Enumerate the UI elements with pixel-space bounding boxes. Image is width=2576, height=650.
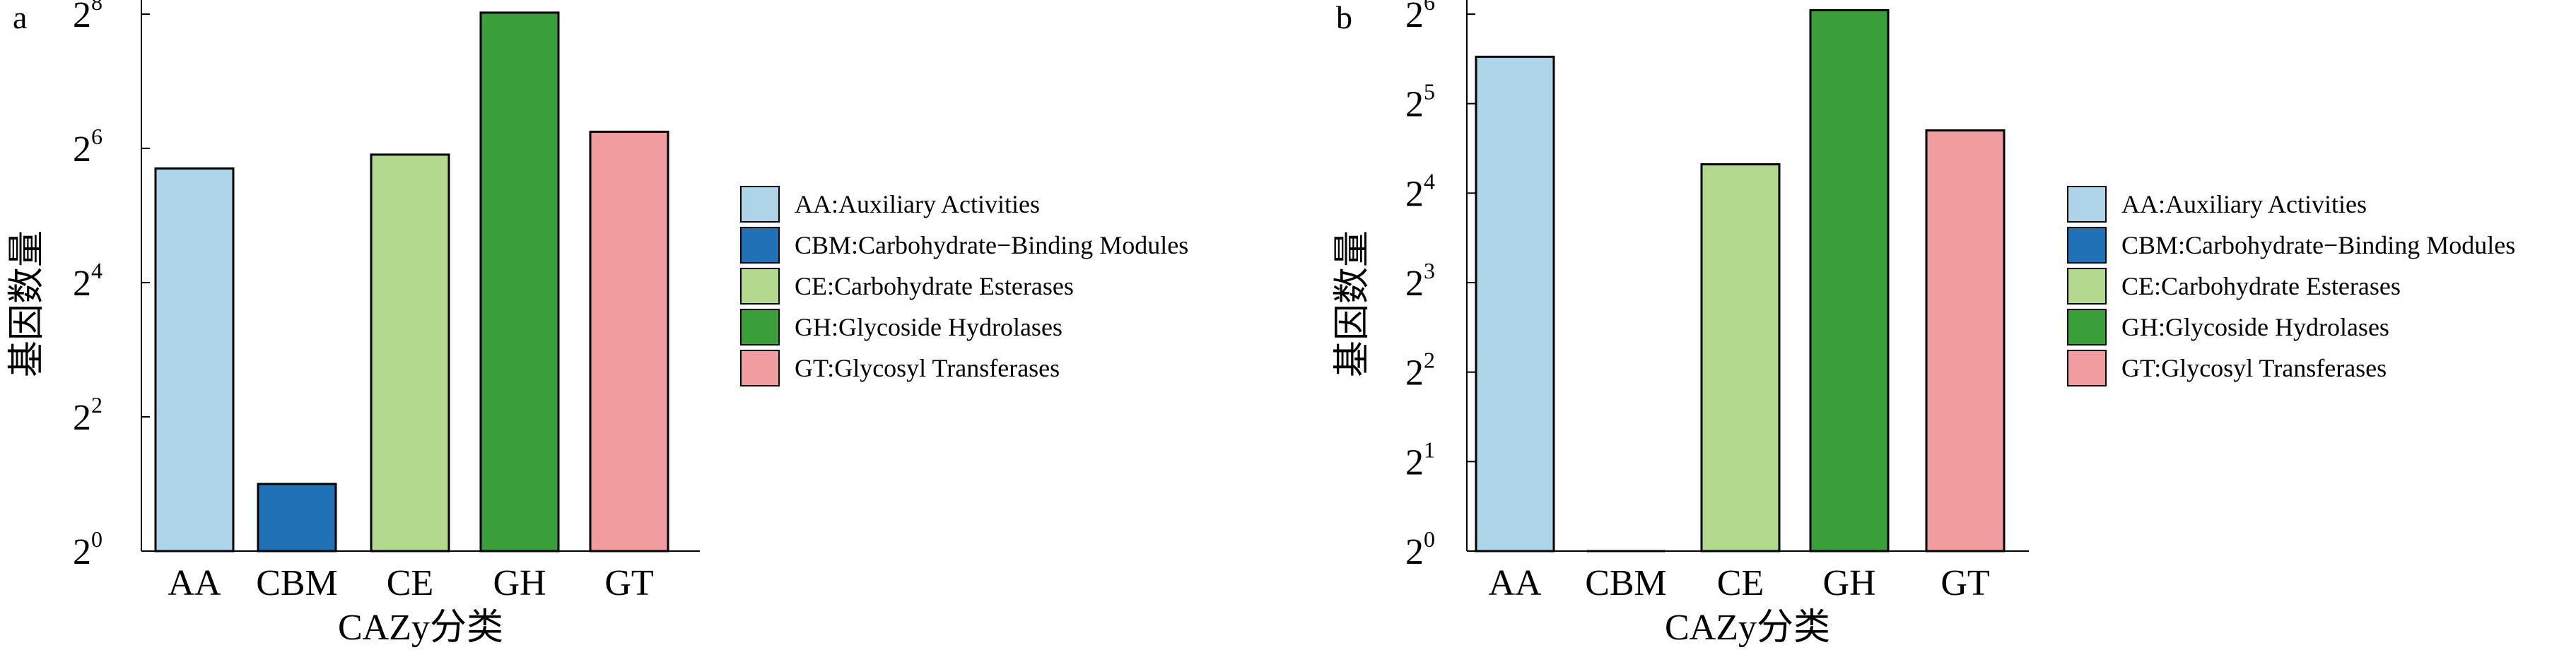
x-axis-title: CAZy分类 (1665, 608, 1830, 648)
legend-label-aa: AA:Auxiliary Activities (795, 190, 1040, 218)
legend-label-ce: CE:Carbohydrate Esterases (2121, 272, 2401, 300)
bar-ce (370, 153, 450, 552)
panel-a: a 20 22 24 26 28 AA CBM CE GH GT CAZy分类 基因数量 AA:Auxil… (7, 0, 1188, 648)
legend-swatch-ce (740, 268, 780, 305)
legend-swatch-gt (740, 350, 780, 386)
bar-gt (1925, 129, 2006, 552)
legend-label-gt: GT:Glycosyl Transferases (2121, 354, 2387, 382)
legend-label-ce: CE:Carbohydrate Esterases (795, 272, 1074, 300)
legend-swatch-gh (740, 309, 780, 345)
legend-label-cbm: CBM:Carbohydrate−Binding Modules (795, 231, 1188, 259)
x-axis-title: CAZy分类 (338, 608, 503, 648)
legend-label-aa: AA:Auxiliary Activities (2121, 190, 2367, 218)
legend-swatch-aa (740, 186, 780, 223)
y-tick-label: 24 (1405, 168, 1435, 214)
panel-b: b 20 21 22 23 24 25 26 AA CBM CE GH GT CAZy分类 基因数量 AA:A… (1333, 0, 2515, 648)
bar-aa (154, 167, 235, 552)
legend-label-cbm: CBM:Carbohydrate−Binding Modules (2121, 231, 2515, 259)
y-tick-label: 21 (1405, 437, 1435, 483)
y-axis-title: 基因数量 (1333, 230, 1373, 377)
legend-swatch-cbm (2067, 227, 2107, 264)
y-tick-label: 20 (73, 526, 103, 572)
panel-letter: a (13, 0, 27, 35)
x-tick-label: CE (387, 563, 433, 603)
x-tick-label: AA (168, 563, 221, 603)
bar-gh (1809, 8, 1890, 552)
x-tick-label: GT (1940, 563, 1989, 603)
y-tick-label: 22 (1405, 348, 1435, 394)
x-tick-label: GT (604, 563, 653, 603)
y-tick-label: 28 (73, 0, 103, 35)
bar-aa (1475, 55, 1555, 552)
y-tick-label: 26 (1405, 0, 1435, 35)
bar-ce (1700, 163, 1781, 552)
y-tick-label: 26 (73, 124, 103, 170)
y-tick-label: 25 (1405, 79, 1435, 125)
legend-swatch-ce (2067, 268, 2107, 305)
x-tick-label: CBM (1585, 563, 1667, 603)
y-tick-label: 20 (1405, 526, 1435, 572)
y-tick-label: 22 (73, 392, 103, 438)
legend-label-gh: GH:Glycoside Hydrolases (2121, 313, 2389, 341)
y-tick-label: 23 (1405, 258, 1435, 304)
x-tick-label: CBM (256, 563, 338, 603)
x-tick-label: GH (493, 563, 546, 603)
legend-swatch-gt (2067, 350, 2107, 386)
legend-label-gt: GT:Glycosyl Transferases (795, 354, 1060, 382)
x-tick-label: AA (1488, 563, 1542, 603)
y-axis-title: 基因数量 (7, 230, 47, 377)
legend-swatch-gh (2067, 309, 2107, 345)
bar-gt (589, 130, 669, 552)
y-tick-label: 24 (73, 258, 103, 304)
panel-letter: b (1336, 0, 1352, 35)
x-tick-label: CE (1717, 563, 1764, 603)
legend-label-gh: GH:Glycoside Hydrolases (795, 313, 1062, 341)
x-tick-label: GH (1822, 563, 1875, 603)
bar-gh (479, 11, 560, 552)
legend-swatch-cbm (740, 227, 780, 264)
legend-swatch-aa (2067, 186, 2107, 223)
legend: AA:Auxiliary Activities CBM:Carbohydrate−… (740, 186, 1188, 386)
legend: AA:Auxiliary Activities CBM:Carbohydrate−… (2067, 186, 2515, 386)
bar-cbm (257, 483, 337, 552)
